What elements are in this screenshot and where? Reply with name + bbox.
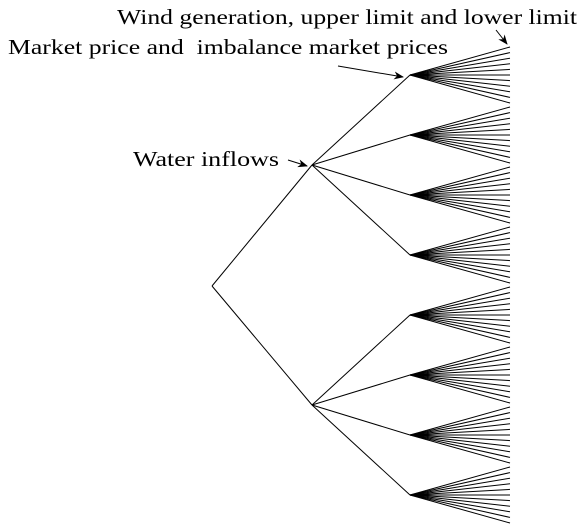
tree-edge [409,194,511,202]
tree-edge [409,128,511,136]
tree-edge [409,428,511,436]
tree-edge [409,434,511,464]
tree-edge [409,286,511,316]
tree-edge [409,494,511,502]
tree-edge [409,74,511,82]
tree-edge [409,74,511,93]
tree-edge [409,303,511,316]
tree-edge [311,74,411,166]
tree-edge [409,226,511,256]
tree-edge [409,494,511,518]
tree-edge [409,374,511,398]
tree-edge [409,183,511,196]
tree-edge [409,134,511,158]
arrow [495,29,508,45]
tree-edge [409,488,511,496]
tree-edge [409,232,511,256]
tree-edge [409,412,511,436]
tree-edge [409,477,511,496]
tree-edge [409,314,511,344]
tree-edge [409,194,511,224]
tree-edge [409,46,511,76]
tree-edge [311,164,411,256]
tree-edge [409,134,511,164]
tree-edge [409,63,511,76]
tree-edge [409,417,511,436]
tree-edge [409,483,511,496]
tree-edge [409,434,511,453]
tree-edge [409,123,511,136]
tree-edge [409,368,511,376]
tree-edge [409,494,511,524]
tree-edge [311,404,411,496]
tree-edge [311,404,411,436]
tree-edge [409,172,511,196]
tree-edge [409,363,511,376]
market-label: Market price and imbalance market prices [8,35,448,59]
tree-edge [409,494,511,507]
tree-edge [409,74,511,104]
tree-edge [409,314,511,333]
tree-edge [409,352,511,376]
tree-edge [409,74,511,87]
tree-edge [409,243,511,256]
tree-edge [409,423,511,436]
tree-edge [409,308,511,316]
tree-edge [409,314,511,322]
tree-edge [409,297,511,316]
tree-edge [311,374,411,406]
tree-edge [409,177,511,196]
tree-edge [409,188,511,196]
tree-edge [409,254,511,262]
tree-edge [409,68,511,76]
tree-edge [409,254,511,284]
tree-edge [409,74,511,98]
tree-edge [409,254,511,267]
tree-edge [409,134,511,142]
tree-edge [311,164,411,196]
tree-edge [409,134,511,153]
tree-edge [409,434,511,447]
tree-edge [409,106,511,136]
tree-edge [211,164,313,287]
tree-edge [409,194,511,213]
tree-edge [409,494,511,513]
tree-edge [211,285,313,406]
tree-edge [311,134,411,166]
tree-edge [409,374,511,404]
arrow [287,159,308,168]
tree-edge [409,194,511,207]
tree-edge [409,117,511,136]
tree-edge [409,134,511,147]
tree-edge [409,248,511,256]
tree-edge [409,406,511,436]
tree-edge [409,434,511,442]
tree-edge [311,314,411,406]
tree-edge [409,254,511,273]
tree-edge [409,472,511,496]
tree-edge [409,374,511,382]
tree-edges [211,46,511,524]
tree-edge [409,166,511,196]
tree-edge [409,346,511,376]
tree-edge [409,194,511,218]
tree-edge [409,57,511,76]
tree-edge [409,254,511,278]
tree-edge [409,357,511,376]
tree-edge [409,374,511,393]
tree-edge [409,374,511,387]
wind-label: Wind generation, upper limit and lower l… [117,5,577,29]
arrow [337,65,404,80]
water-label: Water inflows [133,147,279,171]
tree-edge [409,466,511,496]
tree-edge [409,314,511,327]
tree-edge [409,52,511,76]
tree-edge [409,292,511,316]
tree-edge [409,434,511,458]
tree-edge [409,237,511,256]
tree-edge [409,314,511,338]
tree-edge [409,112,511,136]
